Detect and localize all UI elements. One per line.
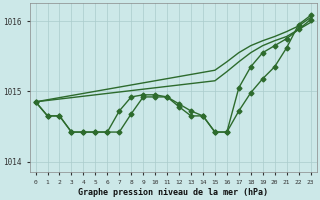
X-axis label: Graphe pression niveau de la mer (hPa): Graphe pression niveau de la mer (hPa)	[78, 188, 268, 197]
